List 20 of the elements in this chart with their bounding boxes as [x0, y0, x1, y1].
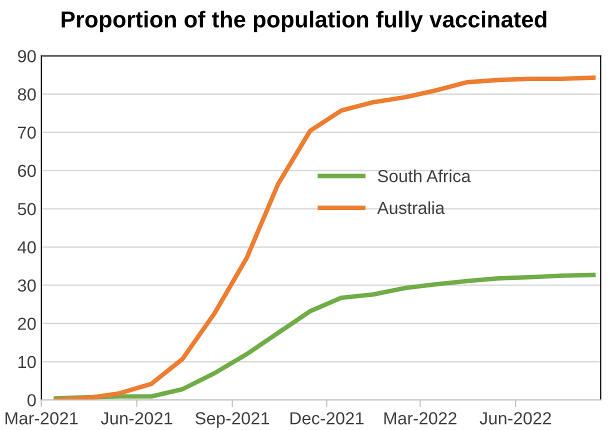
x-tick-label: Mar-2022: [384, 412, 456, 424]
x-tick-label: Jun-2022: [480, 412, 551, 424]
x-tick-label: Dec-2021: [290, 412, 364, 424]
y-tick-label: 30: [18, 279, 36, 292]
y-tick-label: 90: [18, 50, 36, 62]
y-tick-label: 10: [18, 356, 36, 368]
y-tick-label: 70: [18, 126, 36, 139]
y-tick-label: 50: [18, 202, 36, 216]
line-series: [54, 75, 596, 400]
y-tick-label: 0: [28, 394, 36, 406]
x-tick-label: Sep-2021: [195, 412, 270, 428]
y-tick-label: 20: [18, 318, 36, 330]
y-tick-label: 60: [18, 164, 36, 178]
legend-label: Australia: [377, 201, 445, 214]
chart-title: Proportion of the population fully vaccinated: [62, 10, 546, 32]
x-tick-label: Jun-2021: [100, 412, 172, 424]
y-tick-label: 80: [18, 88, 36, 101]
x-tick-label: Mar-2021: [6, 412, 78, 424]
legend-label: South Africa: [378, 170, 471, 182]
y-tick-label: 40: [18, 241, 36, 254]
